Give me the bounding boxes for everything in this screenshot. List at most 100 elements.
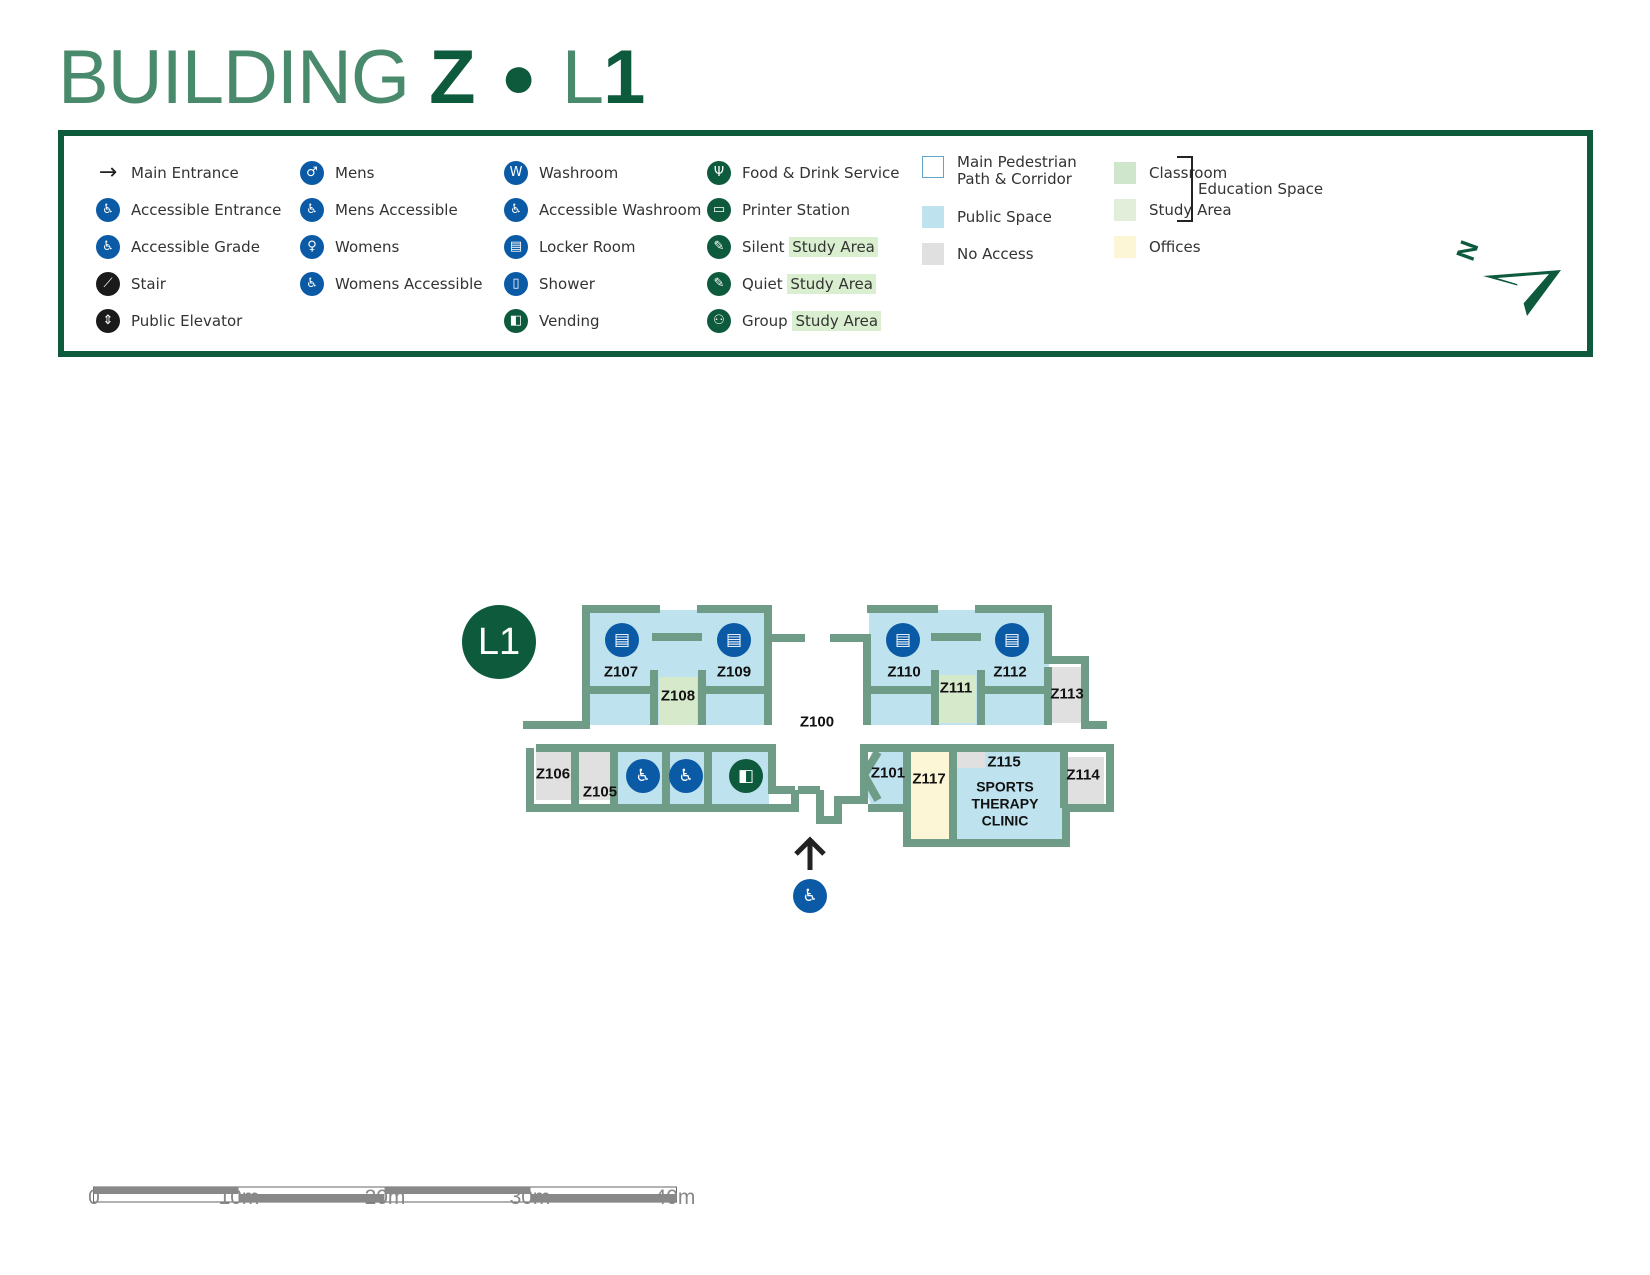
legend-item: ⚇ Group Study Area (707, 302, 900, 339)
legend-label: Study Area (1149, 200, 1232, 219)
legend-label: Womens Accessible (335, 274, 483, 293)
study-space-fills (659, 675, 976, 725)
legend-item: ▤ Locker Room (504, 228, 701, 265)
legend-label: Quiet (742, 274, 783, 293)
legend-label: Shower (539, 274, 595, 293)
room-z111-fill (938, 675, 976, 723)
legend-item: ♂ Mens (300, 154, 483, 191)
legend-label: Main Entrance (131, 163, 239, 182)
legend-label: Accessible Grade (131, 237, 260, 256)
title-separator-dot: ● (500, 43, 537, 110)
room-z111[interactable]: Z111 (939, 679, 973, 697)
legend-label: Classroom (1149, 163, 1228, 182)
accessible-entrance-icon: ♿ (96, 197, 120, 222)
legend-col-5: Main Pedestrian Path & Corridor Public Sp… (922, 154, 1077, 272)
page-title: BUILDING Z ● L1 (58, 35, 645, 123)
scale-tick: 20m (364, 1186, 406, 1209)
legend-highlight: Study Area (792, 310, 882, 331)
room-z106[interactable]: Z106 (535, 765, 571, 783)
quiet-study-icon: ✎ (707, 271, 731, 296)
title-prefix: BUILDING (58, 35, 410, 120)
mens-accessible-icon: ♿ (300, 197, 324, 222)
public-space-swatch (922, 205, 944, 228)
legend-item: ✎ Silent Study Area (707, 228, 900, 265)
legend-box: → Main Entrance ♿ Accessible Entrance ♿ Acc… (58, 130, 1593, 357)
education-space-label: Education Space (1198, 180, 1324, 198)
legend-label-line: Path & Corridor (957, 170, 1072, 188)
locker-room-icon: ▤ (605, 623, 639, 657)
legend-label: Mens (335, 163, 375, 182)
legend-label: Silent (742, 237, 785, 256)
legend-label: Washroom (539, 163, 619, 182)
legend-item: W Washroom (504, 154, 701, 191)
legend-label: Accessible Entrance (131, 200, 282, 219)
scale-tick: 30m (509, 1186, 551, 1209)
legend-item: ♿ Accessible Washroom (504, 191, 701, 228)
room-z100[interactable]: Z100 (799, 713, 835, 731)
legend-item: Main Pedestrian Path & Corridor (922, 154, 1077, 198)
legend-col-4: Ψ Food & Drink Service ▭ Printer Station ✎… (707, 154, 900, 339)
room-z108-fill (659, 677, 697, 725)
locker-room-icon: ▤ (886, 623, 920, 657)
room-z114-fill (1068, 757, 1104, 805)
offices-swatch (1114, 235, 1136, 258)
room-z112[interactable]: Z112 (993, 663, 1027, 681)
main-entrance-arrow-icon: → (98, 160, 118, 185)
legend-item: ▯ Shower (504, 265, 701, 302)
vending-icon: ◧ (504, 308, 528, 333)
legend-item: → Main Entrance (96, 154, 281, 191)
room-z114[interactable]: Z114 (1066, 766, 1100, 784)
legend-label: Stair (131, 274, 166, 293)
walls (523, 605, 1114, 847)
room-z105[interactable]: Z105 (582, 783, 618, 801)
title-level-number: 1 (603, 35, 645, 120)
legend-label: Food & Drink Service (742, 163, 900, 182)
title-level-prefix: L (561, 35, 604, 120)
legend-label: Womens (335, 237, 400, 256)
scale-tick: 0 (88, 1186, 100, 1209)
sports-therapy-clinic-label[interactable]: SPORTS THERAPY CLINIC (972, 779, 1039, 830)
washroom-icon: W (504, 160, 528, 185)
room-z101[interactable]: Z101 (870, 764, 906, 782)
scale-tick: 10m (218, 1186, 260, 1209)
clinic-label-line: THERAPY (971, 795, 1039, 812)
accessible-washroom-icon: ♿ (504, 197, 528, 222)
room-z109[interactable]: Z109 (716, 663, 752, 681)
locker-room-icon: ▤ (504, 234, 528, 259)
study-area-swatch (1114, 198, 1136, 221)
clinic-label-line: CLINIC (981, 812, 1029, 829)
silent-study-icon: ✎ (707, 234, 731, 259)
group-study-icon: ⚇ (707, 308, 731, 333)
mens-icon: ♂ (300, 160, 324, 185)
north-arrow-icon: N (1450, 237, 1561, 316)
public-elevator-icon: ⇕ (96, 308, 120, 333)
room-z107[interactable]: Z107 (603, 663, 639, 681)
room-z117-fill (911, 752, 953, 840)
legend-label: Public Elevator (131, 311, 243, 330)
printer-station-icon: ▭ (707, 197, 731, 222)
legend-label: No Access (957, 244, 1034, 263)
education-bracket (1177, 156, 1193, 222)
legend-col-1: → Main Entrance ♿ Accessible Entrance ♿ Acc… (96, 154, 281, 339)
level-badge: L1 (462, 605, 536, 679)
room-z117[interactable]: Z117 (912, 770, 946, 788)
room-z108[interactable]: Z108 (660, 687, 696, 705)
room-z113[interactable]: Z113 (1050, 685, 1084, 703)
locker-room-icon: ▤ (717, 623, 751, 657)
womens-icon: ♀ (300, 234, 324, 259)
legend-item: ♿ Womens Accessible (300, 265, 483, 302)
legend-label: Printer Station (742, 200, 850, 219)
legend-item: ◧ Vending (504, 302, 701, 339)
womens-accessible-icon: ♿ (300, 271, 324, 296)
legend-label: Accessible Washroom (539, 200, 702, 219)
legend-item: Classroom (1114, 154, 1232, 191)
room-z105-fill (578, 752, 614, 800)
room-z110[interactable]: Z110 (887, 663, 921, 681)
no-access-swatch (922, 242, 944, 265)
shower-icon: ▯ (504, 271, 528, 296)
legend-highlight: Study Area (787, 273, 876, 294)
room-z115[interactable]: Z115 (987, 753, 1021, 771)
scale-bar (93, 1186, 677, 1203)
corridor-swatch (922, 156, 944, 178)
